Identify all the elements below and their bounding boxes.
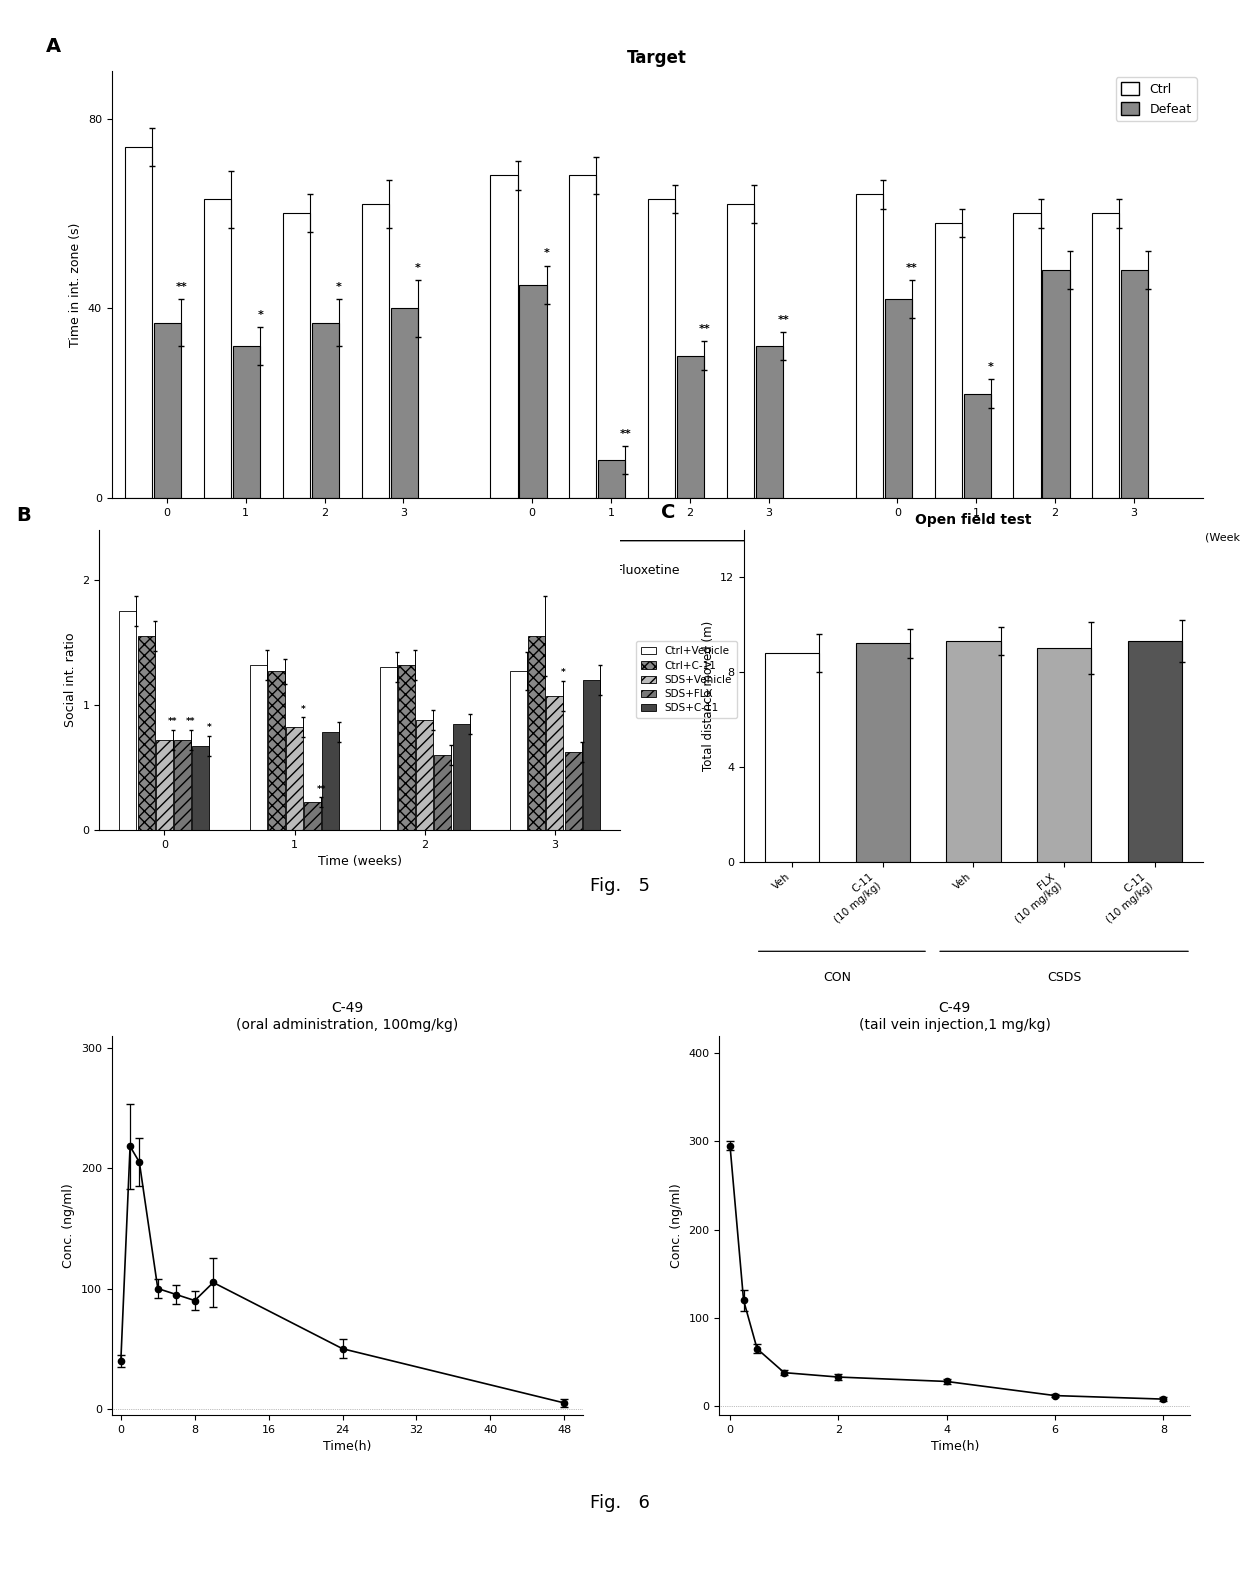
Text: *: * <box>543 248 549 258</box>
Text: **: ** <box>186 718 196 726</box>
X-axis label: Time(h): Time(h) <box>322 1440 372 1453</box>
Bar <box>528 636 546 830</box>
Bar <box>391 308 418 498</box>
Bar <box>598 460 625 498</box>
Bar <box>453 724 470 830</box>
Text: CSDS: CSDS <box>1047 971 1081 985</box>
Bar <box>362 204 389 498</box>
Text: *: * <box>300 705 305 713</box>
Bar <box>1092 213 1120 498</box>
Title: C-49
(oral administration, 100mg/kg): C-49 (oral administration, 100mg/kg) <box>236 1001 459 1032</box>
Title: Target: Target <box>627 49 687 66</box>
Bar <box>1121 270 1148 498</box>
Bar <box>156 740 172 830</box>
Bar <box>756 346 784 498</box>
Title: Open field test: Open field test <box>915 514 1032 526</box>
Text: Fig.   5: Fig. 5 <box>590 877 650 895</box>
Text: C-11: C-11 <box>999 564 1028 577</box>
Text: *: * <box>988 362 993 372</box>
Y-axis label: Total distance moved (m): Total distance moved (m) <box>702 620 714 772</box>
Bar <box>856 643 910 862</box>
Y-axis label: Conc. (ng/ml): Conc. (ng/ml) <box>670 1183 683 1268</box>
Title: C-49
(tail vein injection,1 mg/kg): C-49 (tail vein injection,1 mg/kg) <box>859 1001 1050 1032</box>
Bar <box>379 667 397 830</box>
Bar <box>322 732 340 830</box>
Y-axis label: Time in int. zone (s): Time in int. zone (s) <box>69 223 82 346</box>
Bar <box>1013 213 1040 498</box>
Bar <box>249 664 267 830</box>
Bar <box>125 147 153 498</box>
Bar <box>727 204 754 498</box>
Text: **: ** <box>777 315 789 324</box>
Bar <box>1043 270 1070 498</box>
Bar <box>491 175 517 498</box>
Bar <box>138 636 155 830</box>
Legend: Ctrl, Defeat: Ctrl, Defeat <box>1116 77 1197 120</box>
Text: **: ** <box>906 262 918 272</box>
Bar <box>1037 648 1091 862</box>
X-axis label: Time(h): Time(h) <box>930 1440 980 1453</box>
Legend: Ctrl+Vehicle, Ctrl+C-11, SDS+Vehicle, SDS+FLX, SDS+C-11: Ctrl+Vehicle, Ctrl+C-11, SDS+Vehicle, SD… <box>636 642 738 718</box>
Bar <box>154 323 181 498</box>
Bar <box>434 756 451 830</box>
Text: **: ** <box>167 718 177 726</box>
Bar <box>268 670 285 830</box>
Text: CON: CON <box>823 971 852 985</box>
Bar <box>205 199 231 498</box>
Bar <box>583 680 600 830</box>
Bar <box>884 299 911 498</box>
Text: A: A <box>46 36 61 55</box>
Bar <box>174 740 191 830</box>
Text: *: * <box>415 262 420 272</box>
Bar <box>233 346 260 498</box>
Text: *: * <box>336 281 342 291</box>
Bar <box>856 194 883 498</box>
Bar <box>963 394 991 498</box>
Bar <box>1127 642 1182 862</box>
Bar <box>119 610 136 830</box>
Bar <box>398 664 415 830</box>
Bar <box>547 696 563 830</box>
Text: (Weeks): (Weeks) <box>1205 533 1240 542</box>
Text: Fluoxetine: Fluoxetine <box>616 564 681 577</box>
Y-axis label: Conc. (ng/ml): Conc. (ng/ml) <box>62 1183 76 1268</box>
Bar <box>286 727 303 830</box>
Text: **: ** <box>620 428 631 438</box>
Text: B: B <box>16 506 31 525</box>
Text: **: ** <box>698 324 711 334</box>
Bar <box>312 323 339 498</box>
Bar <box>946 642 1001 862</box>
Text: *: * <box>207 724 212 732</box>
Text: *: * <box>560 669 565 677</box>
Bar <box>510 670 527 830</box>
Bar <box>765 653 820 862</box>
Text: *: * <box>257 310 263 319</box>
Text: C: C <box>661 503 676 522</box>
Bar <box>192 746 210 830</box>
X-axis label: Time (weeks): Time (weeks) <box>317 855 402 868</box>
Bar <box>417 719 433 830</box>
Bar <box>283 213 310 498</box>
Bar <box>677 356 704 498</box>
Bar <box>569 175 596 498</box>
Y-axis label: Social int. ratio: Social int. ratio <box>63 632 77 727</box>
Bar <box>564 753 582 830</box>
Text: Fig.   6: Fig. 6 <box>590 1494 650 1511</box>
Bar <box>304 803 321 830</box>
Bar <box>649 199 676 498</box>
Bar <box>520 285 547 498</box>
Text: **: ** <box>176 281 187 291</box>
Bar <box>935 223 962 498</box>
Text: **: ** <box>316 784 326 794</box>
Text: Vehicle: Vehicle <box>260 564 305 577</box>
